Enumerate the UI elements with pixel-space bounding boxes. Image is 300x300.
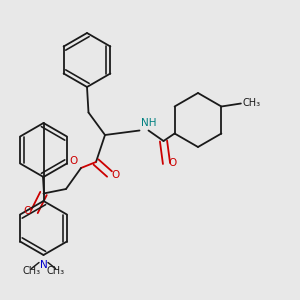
Text: O: O xyxy=(112,170,120,181)
Text: O: O xyxy=(70,156,78,166)
Text: CH₃: CH₃ xyxy=(22,266,40,277)
Text: CH₃: CH₃ xyxy=(242,98,260,109)
Text: N: N xyxy=(40,260,47,269)
Text: CH₃: CH₃ xyxy=(46,266,64,277)
Text: NH: NH xyxy=(141,118,157,128)
Text: O: O xyxy=(24,206,32,217)
Text: O: O xyxy=(168,158,176,169)
